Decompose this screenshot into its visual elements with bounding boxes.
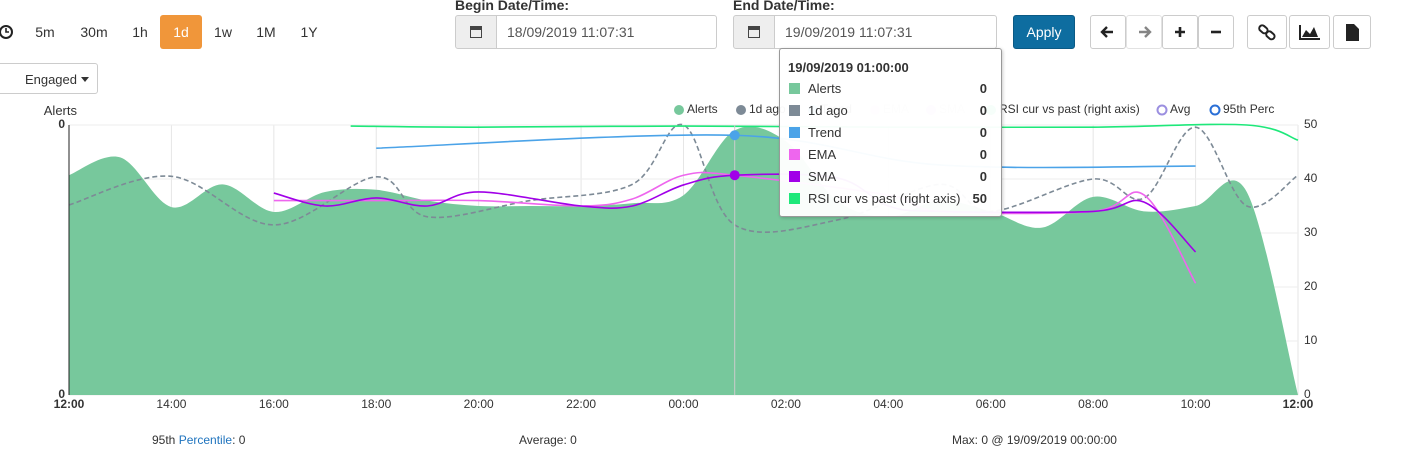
legend-label: 1d ago <box>749 102 786 116</box>
stat-value: : 0 <box>232 433 246 447</box>
range-button[interactable]: 1h <box>132 24 148 40</box>
end-label: End Date/Time: <box>733 0 835 13</box>
zoom-in-button[interactable] <box>1162 15 1198 49</box>
x-tick-label: 02:00 <box>771 397 801 411</box>
percentile-link[interactable]: Percentile <box>178 433 233 447</box>
percentile-stat: 95th Percentile: 0 <box>152 433 245 447</box>
forward-button[interactable] <box>1126 15 1162 49</box>
tooltip-swatch <box>789 193 800 204</box>
legend-marker <box>674 105 684 115</box>
x-tick-label: 00:00 <box>668 397 698 411</box>
x-tick-label: 08:00 <box>1078 397 1108 411</box>
tooltip-swatch <box>789 127 800 138</box>
export-button[interactable] <box>1333 15 1371 49</box>
y2-tick-label: 40 <box>1304 171 1318 185</box>
tooltip-value: 0 <box>979 103 987 118</box>
stat-label: 95th <box>152 433 179 447</box>
hover-marker <box>729 130 740 141</box>
tooltip-swatch <box>789 171 800 182</box>
tooltip-name: EMA <box>808 147 837 162</box>
x-tick-label: 20:00 <box>464 397 494 411</box>
begin-label: Begin Date/Time: <box>455 0 570 13</box>
legend-marker <box>1209 104 1221 116</box>
tooltip-swatch <box>789 83 800 94</box>
tooltip-value: 50 <box>972 191 987 206</box>
average-stat: Average: 0 <box>519 433 577 447</box>
legend-label: RSI cur vs past (right axis) <box>999 102 1140 116</box>
legend-marker <box>736 105 746 115</box>
x-tick-label: 12:00 <box>1283 397 1314 411</box>
x-tick-label: 10:00 <box>1181 397 1211 411</box>
x-tick-label: 18:00 <box>361 397 391 411</box>
dropdown-label: Engaged Alerts <box>24 72 77 118</box>
x-tick-label: 06:00 <box>976 397 1006 411</box>
range-button[interactable]: 5m <box>35 24 55 40</box>
y-tick-label: 0 <box>58 117 65 131</box>
range-button[interactable]: 1M <box>256 24 276 40</box>
tooltip: 19/09/2019 01:00:00 Alerts 0 1d ago 0 Trend 0… <box>779 48 1002 217</box>
y2-tick-label: 0 <box>1304 387 1311 401</box>
clock-icon <box>0 25 13 39</box>
y2-tick-label: 30 <box>1304 225 1318 239</box>
legend-label: 95th Perc <box>1223 102 1274 116</box>
calendar-button[interactable] <box>733 15 775 49</box>
link-button[interactable] <box>1247 15 1287 49</box>
apply-button[interactable]: Apply <box>1013 15 1075 49</box>
end-input[interactable]: 19/09/2019 11:07:31 <box>773 15 997 49</box>
range-button[interactable]: 30m <box>80 24 108 40</box>
chart-button[interactable] <box>1289 15 1330 49</box>
x-tick-label: 04:00 <box>873 397 903 411</box>
range-button[interactable]: 1w <box>214 24 232 40</box>
tooltip-name: Trend <box>808 125 842 140</box>
y2-tick-label: 20 <box>1304 279 1318 293</box>
tooltip-title: 19/09/2019 01:00:00 <box>788 60 909 75</box>
legend-label: Avg <box>1170 102 1190 116</box>
tooltip-swatch <box>789 149 800 160</box>
alerts-area <box>69 126 1298 396</box>
legend-marker <box>1156 104 1168 116</box>
x-tick-label: 12:00 <box>54 397 85 411</box>
tooltip-name: SMA <box>808 169 837 184</box>
x-tick-label: 14:00 <box>156 397 186 411</box>
y-tick-label: 0 <box>58 387 65 401</box>
tooltip-swatch <box>789 105 800 116</box>
y2-tick-label: 50 <box>1304 117 1318 131</box>
legend-label: Alerts <box>687 102 718 116</box>
calendar-button[interactable] <box>455 15 497 49</box>
alerts-dropdown[interactable]: Engaged Alerts <box>0 63 98 118</box>
zoom-out-button[interactable] <box>1198 15 1234 49</box>
tooltip-value: 0 <box>979 147 987 162</box>
begin-input[interactable]: 18/09/2019 11:07:31 <box>495 15 717 49</box>
series-line <box>68 123 1299 233</box>
tooltip-value: 0 <box>979 125 987 140</box>
tooltip-name: 1d ago <box>808 103 848 118</box>
tooltip-name: RSI cur vs past (right axis) <box>808 191 961 206</box>
x-tick-label: 16:00 <box>259 397 289 411</box>
tooltip-name: Alerts <box>808 81 842 96</box>
tooltip-value: 0 <box>979 169 987 184</box>
y2-tick-label: 10 <box>1304 333 1318 347</box>
x-tick-label: 22:00 <box>566 397 596 411</box>
range-button[interactable]: 1Y <box>300 24 318 40</box>
range-button[interactable]: 1d <box>160 15 202 49</box>
hover-marker <box>729 170 740 181</box>
series-line <box>273 173 1197 253</box>
tooltip-value: 0 <box>979 81 987 96</box>
back-button[interactable] <box>1090 15 1126 49</box>
max-stat: Max: 0 @ 19/09/2019 00:00:00 <box>952 433 1117 447</box>
